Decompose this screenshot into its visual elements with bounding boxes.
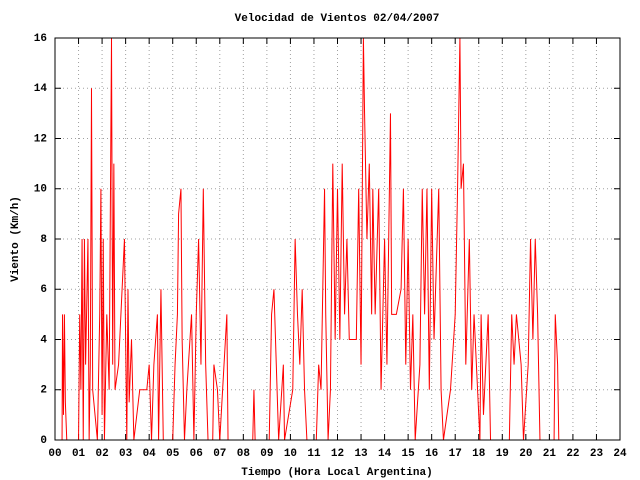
x-tick-label: 09 [260,448,273,460]
x-tick-label: 18 [472,448,486,460]
x-tick-label: 19 [496,448,509,460]
y-axis-label: Viento (Km/h) [10,196,22,282]
x-tick-label: 06 [190,448,203,460]
x-axis-label: Tiempo (Hora Local Argentina) [241,467,432,479]
x-tick-label: 13 [354,448,368,460]
y-tick-label: 6 [40,284,47,296]
x-tick-label: 12 [331,448,344,460]
x-tick-label: 08 [237,448,251,460]
y-tick-label: 4 [40,334,47,346]
data-line [61,37,560,441]
x-tick-label: 17 [449,448,462,460]
plot-border [54,37,621,441]
y-tick-label: 2 [40,385,47,397]
x-tick-label: 16 [425,448,438,460]
y-tick-label: 0 [40,435,47,447]
x-tick-label: 11 [307,448,321,460]
chart-title: Velocidad de Vientos 02/04/2007 [235,13,440,25]
y-tick-label: 12 [34,133,47,145]
y-tick-label: 8 [40,234,47,246]
x-tick-label: 05 [166,448,180,460]
y-tick-label: 10 [34,184,47,196]
x-tick-label: 02 [95,448,108,460]
x-tick-label: 01 [72,448,86,460]
x-tick-label: 00 [48,448,61,460]
x-tick-label: 21 [543,448,557,460]
x-tick-label: 22 [566,448,579,460]
x-tick-label: 23 [590,448,604,460]
x-tick-label: 14 [378,448,392,460]
x-tick-label: 07 [213,448,226,460]
x-tick-label: 24 [613,448,627,460]
x-tick-label: 15 [402,448,416,460]
x-tick-label: 10 [284,448,297,460]
x-tick-label: 20 [519,448,532,460]
y-tick-label: 14 [34,83,48,95]
x-tick-label: 03 [119,448,133,460]
x-tick-label: 04 [143,448,157,460]
y-tick-label: 16 [34,33,47,45]
